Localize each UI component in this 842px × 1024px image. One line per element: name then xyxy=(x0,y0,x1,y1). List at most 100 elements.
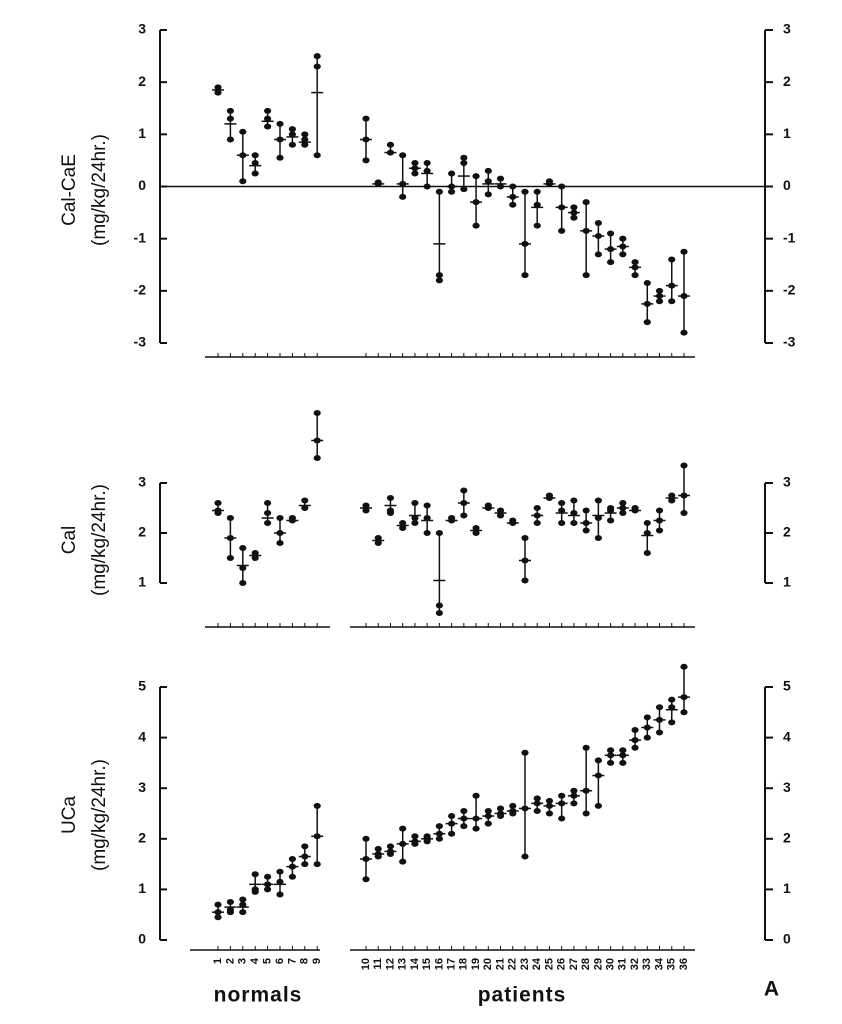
y-tick-label: -2 xyxy=(134,282,147,298)
point xyxy=(423,183,431,190)
y-tick-label: 2 xyxy=(138,524,146,540)
point xyxy=(643,530,651,536)
x-tick-label: 30 xyxy=(605,958,617,970)
point xyxy=(276,540,284,546)
point xyxy=(631,744,639,751)
x-tick-label: 26 xyxy=(556,958,568,970)
point xyxy=(374,845,382,852)
point xyxy=(386,843,395,850)
point xyxy=(460,160,468,167)
point xyxy=(386,850,395,857)
point xyxy=(594,515,602,521)
point xyxy=(251,170,259,177)
y-tick-label: 3 xyxy=(138,779,146,795)
point xyxy=(214,89,222,96)
point xyxy=(435,530,443,536)
point xyxy=(582,272,590,279)
y2-tick-label: -1 xyxy=(783,229,796,245)
point xyxy=(594,802,602,809)
point xyxy=(301,843,309,850)
x-tick-label: 16 xyxy=(433,958,445,970)
point xyxy=(484,191,492,198)
point xyxy=(570,510,578,516)
point xyxy=(226,515,234,521)
point xyxy=(301,141,309,148)
point xyxy=(276,120,284,127)
x-tick-label: 32 xyxy=(629,958,641,970)
x-tick-label: 11 xyxy=(372,958,384,970)
point xyxy=(214,500,222,506)
point xyxy=(264,886,272,893)
point xyxy=(460,186,468,193)
x-tick-label: 3 xyxy=(237,958,249,964)
point xyxy=(533,201,541,208)
x-tick-label: 12 xyxy=(384,958,396,970)
point xyxy=(301,505,309,511)
point xyxy=(423,515,431,521)
y2-tick-label: -3 xyxy=(783,334,796,350)
point xyxy=(214,914,222,921)
point xyxy=(484,820,492,827)
y2-tick-label: 2 xyxy=(783,73,791,89)
point xyxy=(631,259,639,266)
point xyxy=(362,876,370,883)
point xyxy=(472,792,480,799)
point xyxy=(435,272,443,279)
y-tick-label: 0 xyxy=(138,177,146,193)
point xyxy=(264,123,272,130)
point xyxy=(607,747,615,754)
y2-tick-label: 1 xyxy=(783,125,791,141)
y-tick-label: 3 xyxy=(138,474,146,490)
x-tick-label: 9 xyxy=(311,958,323,964)
point xyxy=(374,535,382,541)
point xyxy=(448,170,456,177)
point xyxy=(301,136,309,143)
point xyxy=(582,744,590,751)
point xyxy=(276,878,284,885)
y-axis-unit: (mg/kg/24hr.) xyxy=(89,134,110,246)
point xyxy=(435,835,443,842)
y-axis-label: Cal xyxy=(59,526,80,555)
y2-tick-label: 4 xyxy=(783,728,791,744)
point xyxy=(411,520,419,526)
point xyxy=(582,199,590,206)
x-tick-label: 34 xyxy=(653,957,665,970)
point xyxy=(643,520,651,526)
point xyxy=(276,868,284,875)
point xyxy=(668,696,676,703)
point xyxy=(423,160,431,167)
point xyxy=(435,188,443,195)
point xyxy=(643,550,651,556)
point xyxy=(239,896,247,903)
point xyxy=(680,329,688,336)
point xyxy=(362,157,370,164)
point xyxy=(472,173,480,180)
point xyxy=(448,813,456,820)
point xyxy=(607,507,615,514)
y-tick-label: 5 xyxy=(138,678,146,694)
x-tick-label: 5 xyxy=(262,958,274,964)
point xyxy=(533,188,541,195)
x-tick-label: 29 xyxy=(592,958,604,970)
point xyxy=(399,520,407,526)
point xyxy=(655,287,664,294)
point xyxy=(558,227,566,234)
point xyxy=(533,222,541,229)
point xyxy=(545,810,554,817)
point xyxy=(533,520,541,526)
y-tick-label: 3 xyxy=(138,21,146,37)
point xyxy=(313,53,321,60)
y-tick-label: 1 xyxy=(138,574,146,590)
point xyxy=(521,577,529,584)
point xyxy=(288,141,296,148)
point xyxy=(460,823,468,830)
point xyxy=(362,502,370,509)
point xyxy=(680,462,688,469)
point xyxy=(533,795,541,802)
point xyxy=(643,280,651,287)
point xyxy=(239,909,247,916)
point xyxy=(619,235,627,242)
x-tick-label: 15 xyxy=(421,958,433,970)
point xyxy=(680,510,688,516)
